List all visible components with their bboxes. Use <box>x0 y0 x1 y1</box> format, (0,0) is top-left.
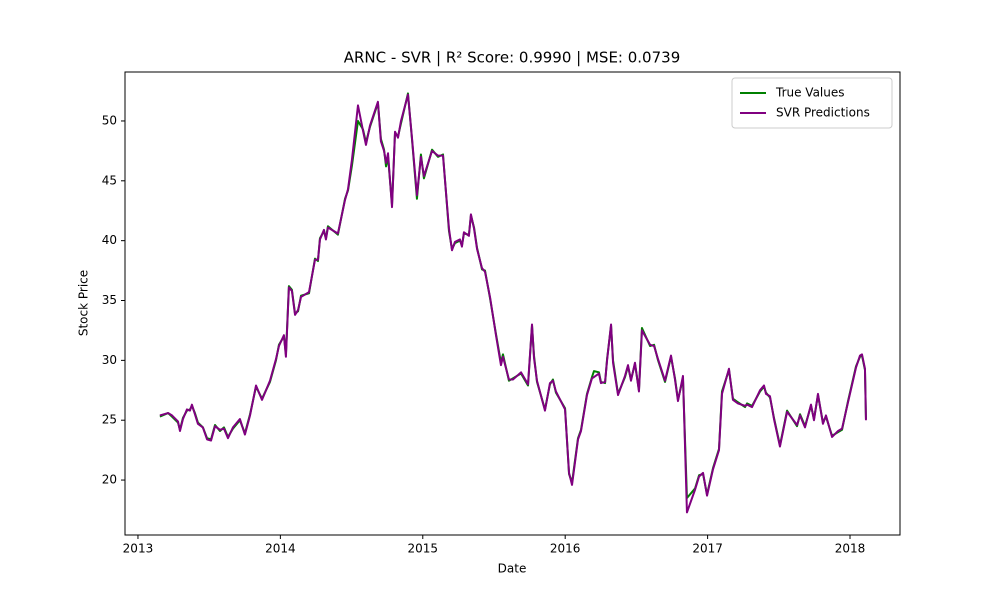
legend-label: SVR Predictions <box>776 106 870 120</box>
y-tick-label: 35 <box>102 293 117 307</box>
plot-frame <box>124 71 901 536</box>
x-tick-label: 2015 <box>408 542 439 556</box>
legend: True Values SVR Predictions <box>731 77 893 129</box>
chart-title: ARNC - SVR | R² Score: 0.9990 | MSE: 0.0… <box>344 49 680 67</box>
x-tick-label: 2014 <box>265 542 296 556</box>
x-tick-label: 2017 <box>692 542 723 556</box>
x-tick-label: 2018 <box>835 542 866 556</box>
y-tick-label: 50 <box>102 113 117 127</box>
y-tick-label: 20 <box>102 473 117 487</box>
y-tick-label: 25 <box>102 413 117 427</box>
y-axis-label: Stock Price <box>77 270 91 336</box>
x-tick-label: 2016 <box>550 542 581 556</box>
legend-box <box>731 77 893 129</box>
series-line <box>159 93 867 514</box>
y-tick-label: 45 <box>102 173 117 187</box>
x-tick-label: 2013 <box>123 542 154 556</box>
legend-label: True Values <box>775 86 845 100</box>
x-axis-label: Date <box>498 562 527 576</box>
y-tick-label: 40 <box>102 233 117 247</box>
y-tick-label: 30 <box>102 353 117 367</box>
